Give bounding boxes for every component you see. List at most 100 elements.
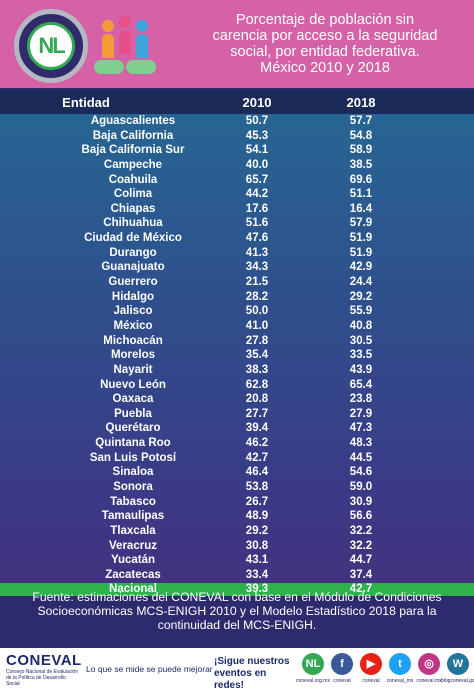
entidad-cell: Puebla: [114, 407, 152, 420]
entidad-cell: Nayarit: [113, 363, 153, 376]
value-2018-cell: 27.9: [349, 407, 373, 420]
value-2010-cell: 29.2: [245, 524, 269, 537]
table-row: Sinaloa 46.4 54.6: [0, 465, 474, 480]
nacional-2010: 39.3: [245, 582, 269, 595]
entidad-cell: Nuevo León: [100, 378, 166, 391]
value-2018-cell: 32.2: [349, 539, 373, 552]
entidad-cell: Tlaxcala: [110, 524, 156, 537]
value-2010-cell: 21.5: [245, 276, 269, 289]
entidad-cell: Colima: [113, 188, 153, 201]
table-row: Querétaro 39.4 47.3: [0, 421, 474, 436]
value-2018-cell: 56.6: [349, 510, 373, 523]
entidad-cell: Querétaro: [105, 422, 161, 435]
table-row: Aguascalientes 50.7 57.7: [0, 114, 474, 129]
value-2018-cell: 58.9: [349, 144, 373, 157]
entidad-cell: Coahuila: [108, 173, 158, 186]
table-row: Morelos 35.4 33.5: [0, 348, 474, 363]
value-2010-cell: 28.2: [245, 290, 269, 303]
table-row: Michoacán 27.8 30.5: [0, 334, 474, 349]
value-2018-cell: 24.4: [349, 276, 373, 289]
table-row: Tamaulipas 48.9 56.6: [0, 509, 474, 524]
social-label[interactable]: coneval.org.mx: [296, 678, 330, 684]
table-row: Hidalgo 28.2 29.2: [0, 290, 474, 305]
value-2018-cell: 59.0: [349, 481, 373, 494]
data-table: Entidad 2010 2018 Aguascalientes 50.7 57.7…: [0, 90, 474, 596]
value-2010-cell: 27.8: [245, 334, 269, 347]
entidad-cell: Sinaloa: [112, 466, 154, 479]
table-row: Guerrero 21.5 24.4: [0, 275, 474, 290]
entidad-cell: Chihuahua: [103, 217, 163, 230]
title-line: carencia por acceso a la seguridad: [212, 28, 438, 44]
value-2010-cell: 54.1: [245, 144, 269, 157]
social-label[interactable]: coneval: [333, 678, 351, 684]
value-2010-cell: 44.2: [245, 188, 269, 201]
people-hands-icon: [92, 14, 158, 76]
entidad-cell: Guerrero: [108, 276, 158, 289]
value-2018-cell: 29.2: [349, 290, 373, 303]
value-2010-cell: 43.1: [245, 554, 269, 567]
value-2010-cell: 38.3: [245, 363, 269, 376]
entidad-cell: Baja California Sur: [81, 144, 185, 157]
nl-icon[interactable]: NL: [302, 653, 324, 675]
social-label[interactable]: coneval_mx: [386, 678, 414, 684]
value-2018-cell: 47.3: [349, 422, 373, 435]
table-row: Veracruz 30.8 32.2: [0, 539, 474, 554]
value-2010-cell: 33.4: [245, 568, 269, 581]
table-row: Chiapas 17.6 16.4: [0, 202, 474, 217]
value-2010-cell: 53.8: [245, 481, 269, 494]
twitter-icon[interactable]: t: [389, 653, 411, 675]
table-row: Coahuila 65.7 69.6: [0, 173, 474, 188]
wordpress-icon[interactable]: W: [447, 653, 469, 675]
value-2018-cell: 55.9: [349, 305, 373, 318]
value-2010-cell: 39.4: [245, 422, 269, 435]
entidad-cell: Ciudad de México: [84, 232, 182, 245]
table-row: Nayarit 38.3 43.9: [0, 363, 474, 378]
value-2018-cell: 40.8: [349, 319, 373, 332]
social-label[interactable]: blogconeval.gob.mx: [441, 678, 474, 684]
table-row: Quintana Roo 46.2 48.3: [0, 436, 474, 451]
social-label[interactable]: coneval.mx: [416, 678, 442, 684]
social-label[interactable]: coneval: [362, 678, 380, 684]
table-row: Chihuahua 51.6 57.9: [0, 216, 474, 231]
nl-logo: NL: [14, 9, 88, 83]
value-2018-cell: 51.1: [349, 188, 373, 201]
value-2018-cell: 51.9: [349, 232, 373, 245]
table-header: Entidad 2010 2018: [0, 90, 474, 114]
entidad-cell: Campeche: [103, 158, 163, 171]
table-row: San Luis Potosí 42.7 44.5: [0, 451, 474, 466]
instagram-icon[interactable]: ◎: [418, 653, 440, 675]
table-row: Yucatán 43.1 44.7: [0, 553, 474, 568]
nl-logo-mark: NL: [27, 22, 75, 70]
value-2010-cell: 50.0: [245, 305, 269, 318]
entidad-cell: México: [113, 319, 153, 332]
value-2010-cell: 45.3: [245, 129, 269, 142]
social-cta: ¡Sigue nuestros eventos en redes!: [214, 656, 290, 691]
entidad-cell: Tabasco: [110, 495, 156, 508]
value-2010-cell: 46.4: [245, 466, 269, 479]
value-2010-cell: 41.0: [245, 319, 269, 332]
entidad-cell: Quintana Roo: [95, 437, 171, 450]
youtube-icon[interactable]: ▶: [360, 653, 382, 675]
entidad-cell: Guanajuato: [101, 261, 165, 274]
brand-name: CONEVAL: [6, 652, 82, 669]
table-row: Campeche 40.0 38.5: [0, 158, 474, 173]
tagline: Lo que se mide se puede mejorar: [86, 664, 213, 674]
table-row-nacional: Nacional 39.3 42.7: [0, 582, 474, 596]
entidad-cell: Jalisco: [113, 305, 153, 318]
value-2010-cell: 27.7: [245, 407, 269, 420]
coneval-logo: CONEVAL Consejo Nacional de Evaluación d…: [6, 652, 82, 687]
entidad-cell: Oaxaca: [112, 393, 154, 406]
value-2010-cell: 26.7: [245, 495, 269, 508]
facebook-icon[interactable]: f: [331, 653, 353, 675]
title-line: Porcentaje de población sin: [235, 12, 415, 28]
value-2010-cell: 51.6: [245, 217, 269, 230]
table-row: Baja California Sur 54.1 58.9: [0, 143, 474, 158]
entidad-cell: Aguascalientes: [90, 115, 176, 127]
entidad-cell: Durango: [109, 246, 157, 259]
table-row: Zacatecas 33.4 37.4: [0, 568, 474, 583]
title-line: social, por entidad federativa.: [230, 44, 420, 60]
entidad-cell: Sonora: [113, 481, 153, 494]
value-2010-cell: 62.8: [245, 378, 269, 391]
value-2010-cell: 48.9: [245, 510, 269, 523]
value-2010-cell: 65.7: [245, 173, 269, 186]
